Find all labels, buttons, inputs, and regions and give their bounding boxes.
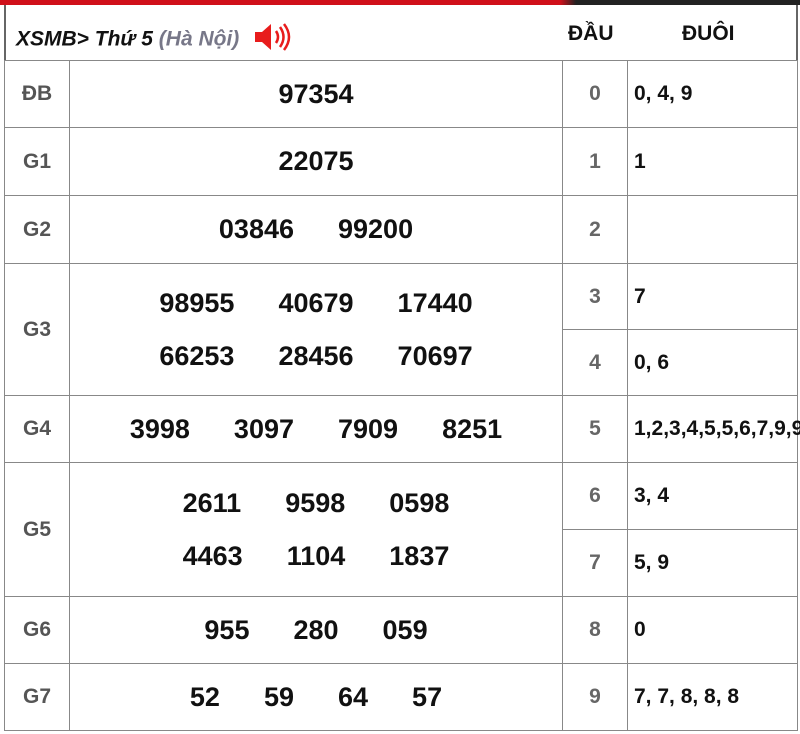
loto-dau: 5 xyxy=(562,395,628,463)
prize-label: G6 xyxy=(4,596,70,664)
prize-number: 70697 xyxy=(397,340,473,371)
loto-duoi: 7, 7, 8, 8, 8 xyxy=(627,663,798,731)
prize-number: 955 xyxy=(204,614,250,645)
loto-dau: 9 xyxy=(562,663,628,731)
loto-dau: 3 xyxy=(562,263,628,330)
prize-number: 99200 xyxy=(338,214,414,244)
prize-number: 1104 xyxy=(286,540,346,571)
prize-number: 4463 xyxy=(182,540,243,571)
prize-label: G1 xyxy=(4,127,70,196)
prize-number: 64 xyxy=(338,681,369,712)
prize-label: G2 xyxy=(4,195,70,264)
column-duoi-header: ĐUÔI xyxy=(682,22,735,45)
prize-number: 98955 xyxy=(159,287,235,318)
prize-row-g3: G3 98955 40679 17440 66253 28456 70697 3 7 xyxy=(4,263,798,396)
speaker-icon[interactable] xyxy=(253,22,291,58)
prize-number: 52 xyxy=(189,681,220,712)
prize-number: 7909 xyxy=(338,413,399,444)
prize-label: ĐB xyxy=(4,60,70,128)
loto-dau: 6 xyxy=(562,462,628,530)
prize-number: 3097 xyxy=(233,413,294,444)
title-prefix: XSMB> Thứ 5 xyxy=(16,27,153,51)
prize-number: 28456 xyxy=(278,340,354,371)
prize-row-g2: G2 03846 99200 2 xyxy=(4,195,798,264)
loto-dau: 4 xyxy=(562,329,628,396)
loto-dau: 7 xyxy=(562,529,628,597)
page-title: XSMB> Thứ 5 (Hà Nội) xyxy=(16,22,291,58)
loto-dau: 1 xyxy=(562,127,628,196)
prize-number: 40679 xyxy=(278,287,354,318)
prize-label: G4 xyxy=(4,395,70,463)
results-table: ĐB 97354 0 0, 4, 9 G1 22075 1 1 G2 03846… xyxy=(4,60,800,731)
prize-row-g5: G5 2611 9598 0598 4463 1104 1837 6 3, 4 xyxy=(4,462,798,597)
loto-duoi: 1 xyxy=(627,127,798,196)
prize-number: 66253 xyxy=(159,340,235,371)
loto-duoi: 1,2,3,4,5,5,6,7,9,9 xyxy=(627,395,800,463)
prize-row-db: ĐB 97354 0 0, 4, 9 xyxy=(4,60,798,128)
prize-number: 03846 xyxy=(218,214,294,244)
loto-dau: 8 xyxy=(562,596,628,664)
column-dau-header: ĐẦU xyxy=(568,22,614,45)
special-prize-number: 97354 xyxy=(69,60,563,128)
prize-number: 2611 xyxy=(182,487,242,518)
prize-number: 57 xyxy=(412,681,443,712)
prize-row-g1: G1 22075 1 1 xyxy=(4,127,798,196)
loto-duoi: 3, 4 xyxy=(627,462,798,530)
prize-number: 059 xyxy=(382,614,428,645)
prize-number: 59 xyxy=(263,681,294,712)
loto-duoi: 0, 6 xyxy=(627,329,798,396)
loto-duoi: 5, 9 xyxy=(627,529,798,597)
prize-number: 17440 xyxy=(397,287,473,318)
loto-dau: 0 xyxy=(562,60,628,128)
loto-dau: 2 xyxy=(562,195,628,264)
loto-duoi: 0 xyxy=(627,596,798,664)
prize-number: 8251 xyxy=(442,413,503,444)
prize-number: 1837 xyxy=(389,540,450,571)
loto-duoi: 7 xyxy=(627,263,798,330)
prize-row-g7: G7 52 59 64 57 9 7, 7, 8, 8, 8 xyxy=(4,663,798,731)
prize-number: 3998 xyxy=(129,413,190,444)
prize-label: G5 xyxy=(4,462,70,597)
title-location: (Hà Nội) xyxy=(158,27,240,51)
prize-number: 22075 xyxy=(278,146,354,176)
top-bar xyxy=(0,0,800,5)
prize-number: 9598 xyxy=(285,487,346,518)
prize-number: 280 xyxy=(293,614,339,645)
prize-row-g6: G6 955 280 059 8 0 xyxy=(4,596,798,664)
loto-duoi: 0, 4, 9 xyxy=(627,60,798,128)
prize-label: G7 xyxy=(4,663,70,731)
prize-number: 0598 xyxy=(389,487,450,518)
prize-row-g4: G4 3998 3097 7909 8251 5 1,2,3,4,5,5,6,7,9,… xyxy=(4,395,800,463)
prize-label: G3 xyxy=(4,263,70,396)
loto-duoi xyxy=(627,195,798,264)
results-header: XSMB> Thứ 5 (Hà Nội) ĐẦU ĐUÔI xyxy=(4,5,798,60)
